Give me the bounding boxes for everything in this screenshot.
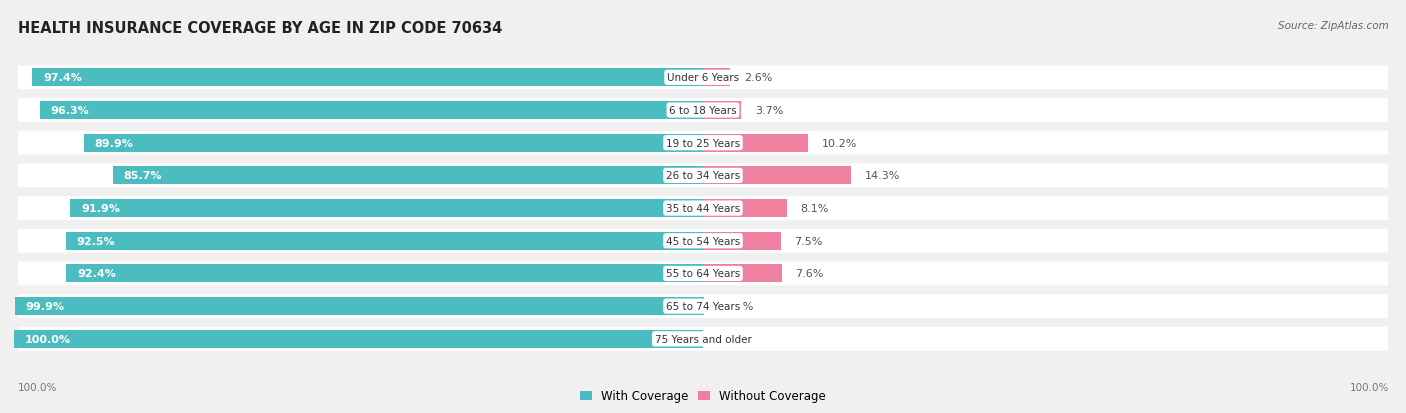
Text: 14.3%: 14.3% <box>865 171 900 181</box>
Text: 7.6%: 7.6% <box>796 269 824 279</box>
Text: 89.9%: 89.9% <box>94 138 134 148</box>
Bar <box>66 232 703 250</box>
Bar <box>14 297 703 316</box>
FancyBboxPatch shape <box>18 229 1388 253</box>
Text: 0.12%: 0.12% <box>718 301 754 311</box>
FancyBboxPatch shape <box>18 294 1388 318</box>
Text: 10.2%: 10.2% <box>823 138 858 148</box>
Text: 2.6%: 2.6% <box>744 73 772 83</box>
Text: 75 Years and older: 75 Years and older <box>655 334 751 344</box>
Bar <box>70 199 703 218</box>
FancyBboxPatch shape <box>18 197 1388 221</box>
Text: 3.7%: 3.7% <box>755 106 783 116</box>
Text: 92.5%: 92.5% <box>77 236 115 246</box>
FancyBboxPatch shape <box>18 99 1388 123</box>
Text: HEALTH INSURANCE COVERAGE BY AGE IN ZIP CODE 70634: HEALTH INSURANCE COVERAGE BY AGE IN ZIP … <box>18 21 502 36</box>
Text: 100.0%: 100.0% <box>1350 382 1389 392</box>
Text: 97.4%: 97.4% <box>44 73 82 83</box>
Bar <box>703 102 741 120</box>
Bar <box>703 134 808 152</box>
Bar <box>703 232 780 250</box>
Text: 35 to 44 Years: 35 to 44 Years <box>666 204 740 214</box>
Text: 8.1%: 8.1% <box>800 204 830 214</box>
Bar <box>703 69 730 87</box>
Legend: With Coverage, Without Coverage: With Coverage, Without Coverage <box>575 385 831 407</box>
Bar <box>83 134 703 152</box>
Bar <box>703 265 782 283</box>
Text: 92.4%: 92.4% <box>77 269 117 279</box>
Text: 6 to 18 Years: 6 to 18 Years <box>669 106 737 116</box>
Text: 7.5%: 7.5% <box>794 236 823 246</box>
FancyBboxPatch shape <box>18 262 1388 286</box>
Text: 19 to 25 Years: 19 to 25 Years <box>666 138 740 148</box>
Text: 65 to 74 Years: 65 to 74 Years <box>666 301 740 311</box>
Text: 26 to 34 Years: 26 to 34 Years <box>666 171 740 181</box>
Text: 100.0%: 100.0% <box>25 334 72 344</box>
FancyBboxPatch shape <box>18 327 1388 351</box>
Bar <box>32 69 703 87</box>
Text: 0.0%: 0.0% <box>717 334 745 344</box>
Bar <box>39 102 703 120</box>
Bar <box>703 167 851 185</box>
Text: 85.7%: 85.7% <box>124 171 162 181</box>
Bar <box>703 199 787 218</box>
Text: 99.9%: 99.9% <box>25 301 65 311</box>
FancyBboxPatch shape <box>18 164 1388 188</box>
Text: 91.9%: 91.9% <box>82 204 120 214</box>
Text: 100.0%: 100.0% <box>18 382 58 392</box>
Text: Under 6 Years: Under 6 Years <box>666 73 740 83</box>
Text: 55 to 64 Years: 55 to 64 Years <box>666 269 740 279</box>
FancyBboxPatch shape <box>18 131 1388 155</box>
Text: 96.3%: 96.3% <box>51 106 90 116</box>
Bar <box>14 330 703 348</box>
Bar <box>66 265 703 283</box>
Text: 45 to 54 Years: 45 to 54 Years <box>666 236 740 246</box>
Bar <box>112 167 703 185</box>
Text: Source: ZipAtlas.com: Source: ZipAtlas.com <box>1278 21 1389 31</box>
FancyBboxPatch shape <box>18 66 1388 90</box>
